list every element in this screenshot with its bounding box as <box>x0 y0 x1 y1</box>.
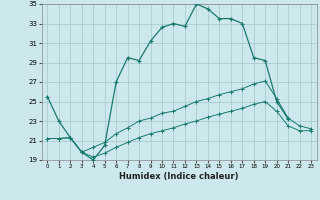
X-axis label: Humidex (Indice chaleur): Humidex (Indice chaleur) <box>119 172 239 181</box>
